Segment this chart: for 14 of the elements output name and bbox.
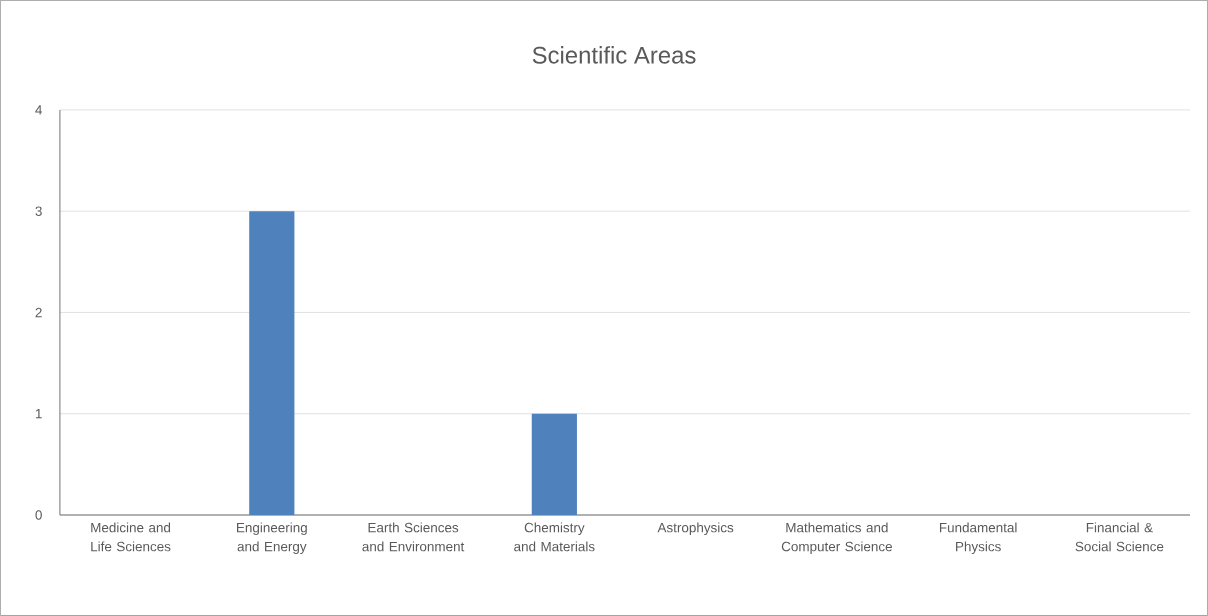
y-tick-label: 2	[35, 307, 42, 318]
x-tick-label: Engineering and Energy	[237, 522, 307, 555]
y-tick-label: 1	[35, 409, 42, 419]
x-tick-label: Fundamental Physics	[939, 522, 1017, 555]
x-tick-label: Financial & Social Science	[1075, 522, 1164, 552]
x-tick-label: Chemistry and Materials	[514, 522, 595, 552]
chart-title: Scientific Areas	[532, 46, 696, 64]
y-tick-label: 3	[35, 206, 42, 216]
x-tick-label: Medicine and Life Sciences	[91, 522, 171, 552]
x-tick-label: Mathematics and Computer Science	[781, 522, 892, 555]
x-tick-label: Astrophysics	[657, 522, 734, 536]
x-tick-label: Earth Sciences and Environment	[362, 522, 465, 552]
y-tick-label: 4	[35, 105, 43, 115]
y-tick-label: 0	[35, 510, 42, 520]
